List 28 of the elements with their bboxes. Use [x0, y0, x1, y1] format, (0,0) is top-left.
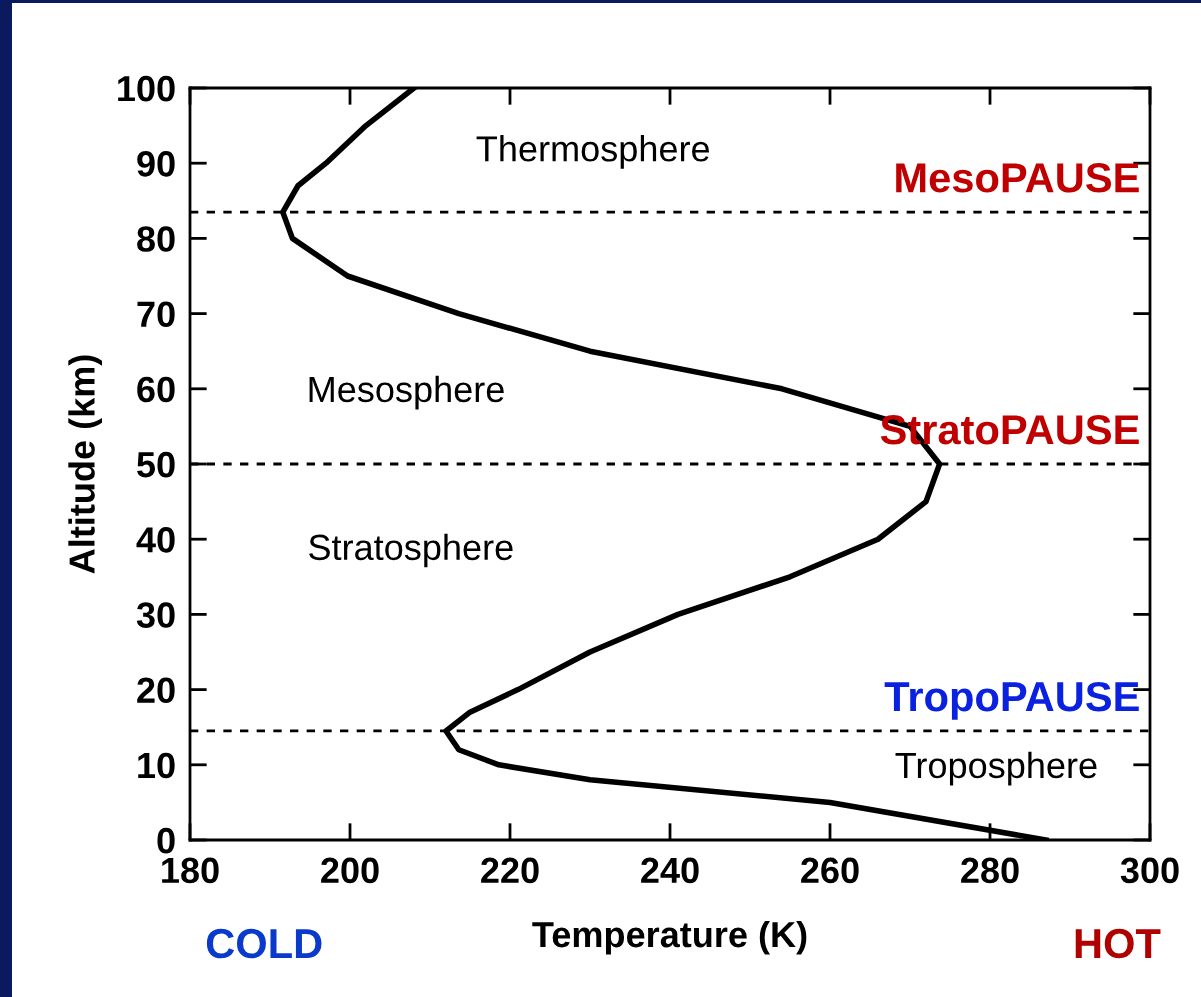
ref-line-label: TropoPAUSE: [884, 681, 1139, 720]
y-tick-label: 0: [157, 827, 175, 854]
x-tick-label: 180: [162, 857, 219, 884]
x-tick-label: 240: [641, 857, 699, 884]
y-tick-label: 30: [136, 602, 175, 628]
y-tick-label: 100: [118, 75, 175, 102]
ref-line-label: MesoPAUSE: [896, 163, 1139, 193]
y-axis-title: Altitude (km): [68, 355, 102, 574]
x-tick-label: 280: [961, 857, 1019, 884]
x-tick-label: 260: [801, 857, 859, 884]
y-tick-label: 70: [137, 301, 175, 328]
y-tick-label: 60: [137, 376, 175, 403]
y-tick-label: 20: [137, 677, 175, 704]
x-tick-label: 300: [1120, 857, 1179, 884]
y-tick-label: 50: [137, 451, 175, 478]
annotation: Thermosphere: [476, 135, 710, 169]
annotation: Stratosphere: [309, 533, 513, 568]
y-tick-label: 90: [137, 151, 175, 177]
text: HOT: [1075, 928, 1161, 959]
annotation: Mesosphere: [309, 375, 504, 410]
annotation: Troposphere: [895, 751, 1097, 786]
y-tick-label: 80: [137, 226, 175, 252]
y-tick-label: 40: [136, 527, 175, 553]
x-tick-label: 220: [481, 857, 539, 884]
y-tick-label: 10: [138, 752, 175, 779]
x-axis-title: Temperature (K): [532, 920, 807, 955]
text: COLD: [206, 928, 322, 959]
x-tick-label: 200: [321, 857, 379, 884]
